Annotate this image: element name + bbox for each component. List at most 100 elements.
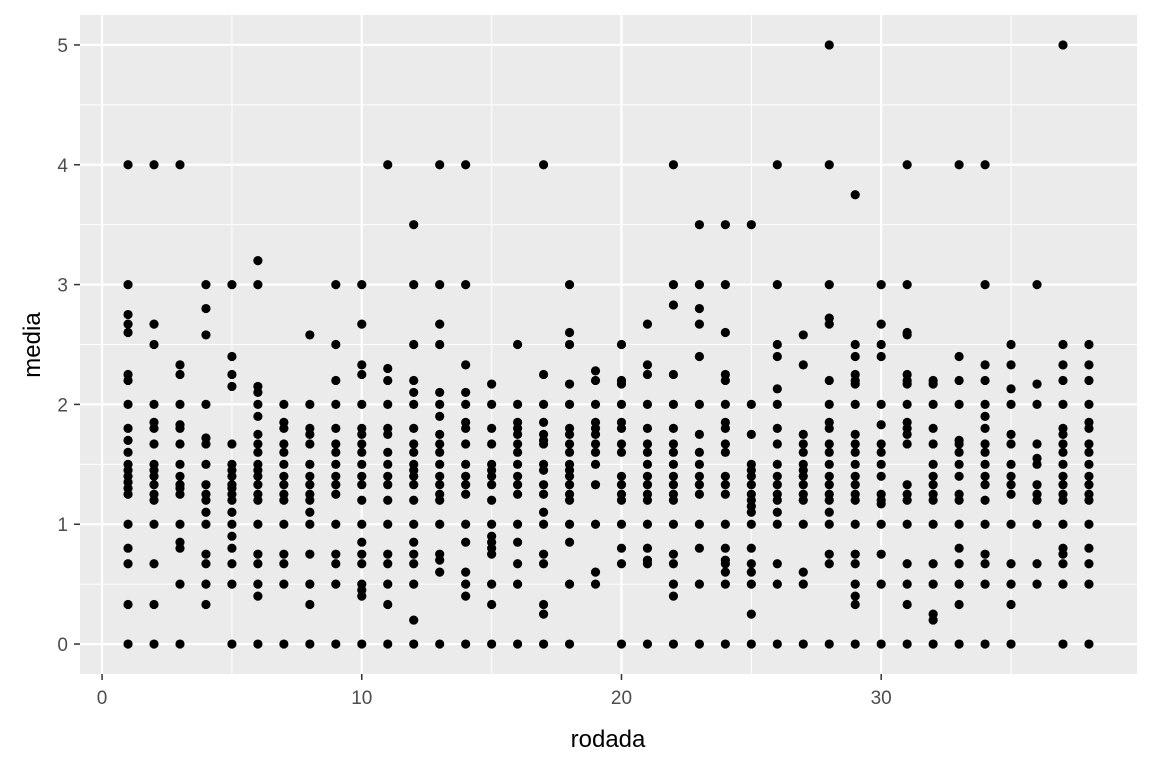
data-point [227, 531, 237, 541]
data-point [720, 447, 730, 457]
data-point [642, 459, 653, 469]
data-point [1006, 339, 1016, 350]
data-point [642, 495, 653, 505]
data-point [694, 489, 704, 499]
data-point [149, 639, 159, 649]
data-point [798, 567, 808, 577]
data-point [383, 375, 393, 386]
data-point [331, 519, 341, 529]
data-point [253, 549, 263, 559]
data-point [461, 471, 471, 481]
data-point [305, 495, 315, 505]
data-point [564, 339, 575, 350]
data-point [902, 639, 912, 649]
x-tick-label: 20 [611, 688, 632, 709]
data-point [564, 279, 575, 290]
x-axis-title: rodada [571, 726, 646, 753]
data-point [409, 519, 419, 529]
data-point [1084, 439, 1094, 449]
data-point [772, 471, 782, 481]
data-point [694, 579, 704, 589]
data-point [305, 480, 315, 490]
data-point [253, 591, 263, 601]
data-point [1032, 559, 1042, 569]
data-point [590, 480, 601, 490]
data-point [564, 537, 575, 547]
data-point [201, 495, 211, 505]
data-point [1006, 489, 1016, 499]
data-point [331, 399, 341, 410]
data-point [772, 439, 782, 449]
data-point [642, 319, 653, 329]
data-point [175, 519, 185, 529]
data-point [149, 319, 159, 329]
data-point [746, 579, 756, 589]
data-point [1084, 339, 1094, 350]
data-point [642, 559, 653, 569]
data-point [279, 439, 289, 449]
data-point [616, 423, 627, 433]
data-point [824, 399, 834, 410]
data-point [279, 447, 289, 457]
data-point [824, 319, 834, 329]
data-point [1084, 579, 1094, 589]
data-point [513, 519, 523, 529]
data-point [824, 447, 834, 457]
data-point [513, 480, 523, 490]
data-point [1084, 639, 1094, 649]
data-point [772, 339, 782, 350]
data-point [980, 519, 990, 529]
data-point [980, 559, 990, 569]
data-point [435, 495, 445, 505]
data-point [357, 360, 367, 370]
data-point [668, 423, 679, 433]
data-point [980, 579, 990, 589]
data-point [694, 480, 704, 490]
data-point [798, 480, 808, 490]
data-point [435, 439, 445, 449]
data-point [850, 579, 860, 589]
data-point [149, 423, 159, 433]
data-point [642, 447, 653, 457]
data-point [461, 160, 471, 170]
data-point [746, 639, 756, 649]
data-point [720, 423, 730, 433]
data-point [538, 369, 549, 380]
data-point [954, 495, 964, 505]
data-point [642, 439, 653, 449]
data-point [175, 423, 185, 433]
data-point [227, 495, 237, 505]
data-point [824, 439, 834, 449]
data-point [435, 411, 445, 421]
data-point [383, 579, 393, 589]
data-point [409, 439, 419, 449]
data-point [435, 480, 445, 490]
data-point [642, 480, 653, 490]
data-point [383, 363, 393, 374]
data-point [201, 549, 211, 559]
data-point [331, 339, 341, 350]
data-point [564, 480, 575, 490]
data-point [123, 279, 133, 290]
data-point [253, 471, 263, 481]
data-point [123, 423, 133, 433]
data-point [564, 379, 575, 389]
data-point [1006, 480, 1016, 490]
data-point [850, 429, 860, 439]
data-point [876, 519, 886, 529]
data-point [1058, 519, 1068, 529]
data-point [798, 495, 808, 505]
data-point [564, 327, 575, 338]
data-point [461, 537, 471, 547]
data-point [824, 279, 834, 290]
data-point [461, 279, 471, 290]
data-point [1032, 279, 1042, 290]
data-point [668, 549, 679, 559]
data-point [668, 480, 679, 490]
data-point [409, 639, 419, 649]
data-point [487, 549, 497, 559]
data-point [305, 507, 315, 517]
data-point [980, 279, 990, 290]
data-point [1006, 519, 1016, 529]
data-point [253, 429, 263, 439]
